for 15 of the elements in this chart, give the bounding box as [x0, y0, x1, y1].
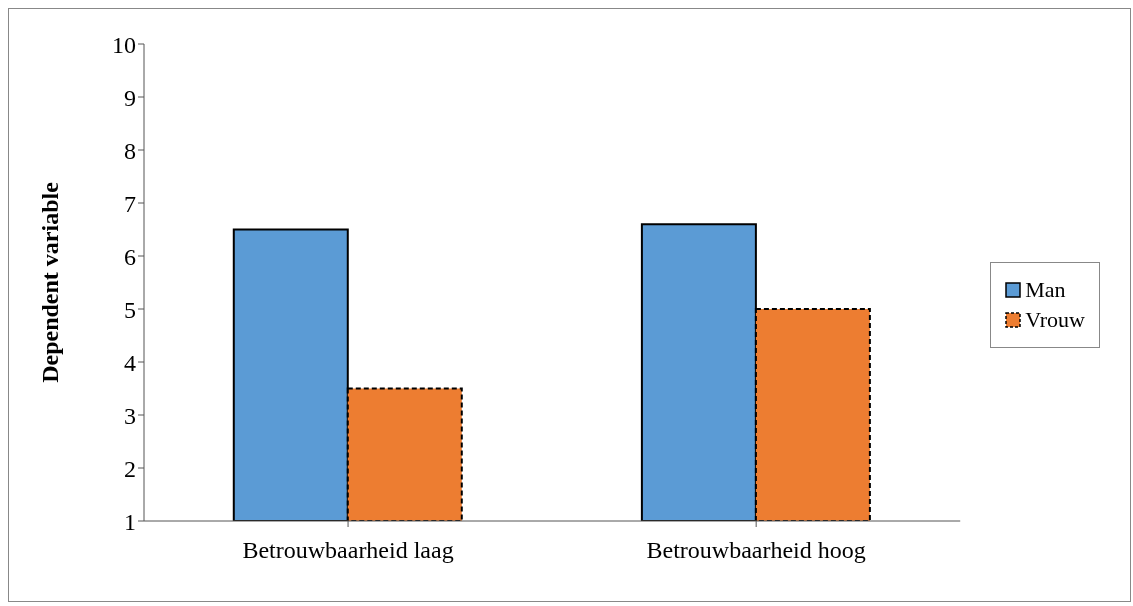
y-tick-label: 9 [124, 84, 136, 111]
y-tick-label: 6 [124, 243, 136, 270]
y-axis-title: Dependent variable [36, 181, 63, 383]
legend-label: Man [1025, 277, 1066, 303]
y-tick-label: 8 [124, 137, 136, 164]
y-tick-label: 5 [124, 296, 136, 323]
y-tick-label: 4 [124, 349, 136, 376]
y-tick-label: 2 [124, 455, 136, 482]
x-tick-label: Betrouwbaarheid hoog [646, 537, 866, 564]
y-tick-label: 3 [124, 402, 136, 429]
legend-label: Vrouw [1025, 307, 1085, 333]
y-tick-label: 10 [112, 31, 136, 58]
y-tick-label: 1 [124, 508, 136, 535]
y-tick-label: 7 [124, 190, 136, 217]
x-tick-label: Betrouwbaarheid laag [242, 537, 454, 564]
